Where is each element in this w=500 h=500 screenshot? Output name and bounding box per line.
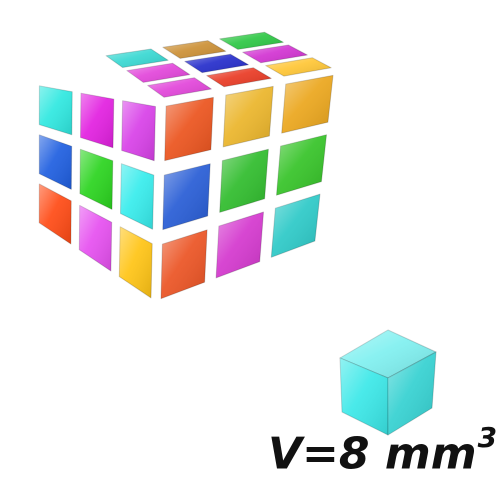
front-face-cell-1-0-gloss bbox=[39, 134, 72, 190]
right-face-cell-1-0-gloss bbox=[162, 163, 211, 230]
top-face-cell-0-1-gloss bbox=[162, 40, 226, 59]
top-face-cell-0-2-gloss bbox=[219, 32, 284, 50]
unit-cube-right-gloss bbox=[388, 352, 436, 435]
front-face-cell-0-1-gloss bbox=[80, 93, 114, 148]
top-face-cell-0-0-gloss bbox=[106, 49, 169, 68]
unit-cube-left-gloss bbox=[340, 358, 388, 435]
unit-cube bbox=[339, 329, 437, 436]
right-face-cell-0-1-gloss bbox=[223, 86, 274, 147]
top-face-cell-1-0-gloss bbox=[126, 63, 190, 83]
top-face-cell-2-0-gloss bbox=[147, 77, 212, 98]
right-face-cell-2-1-gloss bbox=[216, 212, 264, 278]
top-face-cell-2-1-gloss bbox=[206, 67, 272, 87]
front-face-cell-0-2-gloss bbox=[121, 100, 156, 161]
right-face-cell-2-2-gloss bbox=[271, 194, 320, 258]
right-face-cell-1-2-gloss bbox=[276, 134, 327, 196]
right-face-cell-1-1-gloss bbox=[219, 149, 269, 213]
front-face-cell-2-0-gloss bbox=[39, 184, 72, 244]
volume-exponent: 3 bbox=[477, 421, 498, 454]
front-face-cell-2-1-gloss bbox=[79, 205, 112, 271]
large-cube bbox=[38, 31, 334, 300]
top-face-cell-1-2-gloss bbox=[242, 45, 308, 63]
right-face-cell-0-0-gloss bbox=[164, 97, 214, 161]
volume-label: V=8 mm bbox=[268, 428, 477, 480]
front-face-cell-2-2-gloss bbox=[119, 226, 153, 298]
top-face-cell-2-2-gloss bbox=[265, 57, 332, 77]
right-face-cell-2-0-gloss bbox=[161, 229, 208, 299]
top-face-cell-1-1-gloss bbox=[184, 54, 249, 73]
front-face-cell-1-2-gloss bbox=[120, 163, 154, 230]
front-face-cell-1-1-gloss bbox=[79, 149, 113, 210]
volume-caption: V=8 mm3 bbox=[268, 424, 497, 480]
right-face-cell-0-2-gloss bbox=[281, 75, 333, 134]
unit-cube-top-gloss bbox=[340, 330, 436, 378]
front-face-cell-0-0-gloss bbox=[39, 85, 73, 135]
